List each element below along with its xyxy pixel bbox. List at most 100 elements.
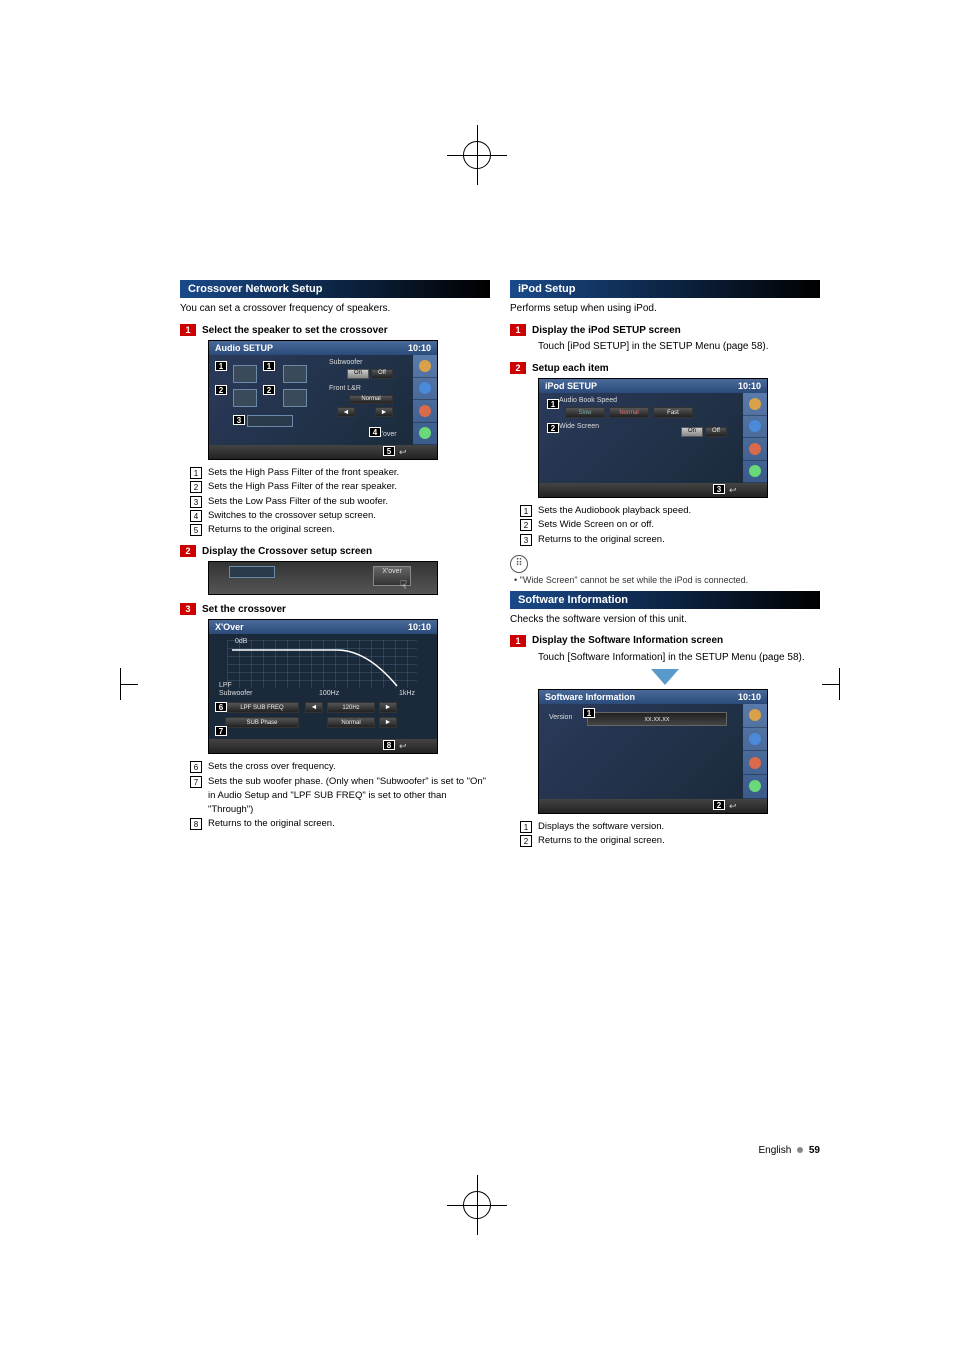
version-label: Version [549,714,572,721]
callout-3: 3 [233,415,245,425]
screenshot-titlebar: X'Over 10:10 [209,620,437,634]
eq-grid [227,640,417,688]
subwoofer-off-button: Off [371,369,393,379]
crossover-legend-1: 1 Sets the High Pass Filter of the front … [190,466,490,537]
screenshot-titlebar: Audio SETUP 10:10 [209,341,437,355]
crop-mark [120,684,138,685]
callout-1b: 1 [263,361,275,371]
page-content: Crossover Network Setup You can set a cr… [180,280,820,856]
front-lr-label: Front L&R [329,385,361,392]
legend-text: Sets Wide Screen on or off. [538,518,654,532]
step-title: Display the Software Information screen [532,635,723,646]
sub-phase-value: Normal [327,717,375,728]
speed-fast: Fast [653,407,693,418]
step-title: Select the speaker to set the crossover [202,325,388,336]
front-normal-value: Normal [349,395,393,404]
grid-1khz: 1kHz [399,690,415,697]
side-icon [413,400,437,423]
step-title: Set the crossover [202,604,286,615]
side-icon [413,378,437,401]
legend-num: 5 [190,524,202,536]
step-title: Display the iPod SETUP screen [532,325,681,336]
software-header: Software Information [510,591,820,609]
return-icon: ↩ [399,447,407,458]
crop-mark [120,668,121,700]
legend-num: 1 [520,821,532,833]
screenshot-time: 10:10 [408,343,431,353]
legend-text: Sets the cross over frequency. [208,760,336,774]
ipod-step-2: 2 Setup each item [510,362,820,374]
side-icon [743,775,767,799]
side-icon [743,393,767,416]
footer-bullet-icon [797,1147,803,1153]
screenshot-time: 10:10 [738,381,761,391]
note-icon: ⠿ [510,555,528,573]
seat-graphic-mini [229,566,275,578]
ipod-step1-body: Touch [iPod SETUP] in the SETUP Menu (pa… [538,340,820,354]
screenshot-title: X'Over [215,622,244,632]
crossover-mini-screenshot: X'over ☟ [208,561,438,595]
lpf-curve [227,640,417,688]
screenshot-time: 10:10 [408,622,431,632]
audio-setup-screenshot: Audio SETUP 10:10 Subwoofer On Off Front… [208,340,438,460]
ipod-intro: Performs setup when using iPod. [510,302,820,316]
software-info-screenshot: Software Information 10:10 Version xx.xx… [538,689,768,814]
speed-normal: Normal [609,407,649,418]
crossover-legend-3: 6Sets the cross over frequency. 7Sets th… [190,760,490,831]
return-icon: ↩ [729,485,737,496]
front-right-arrow: ► [375,407,393,417]
side-icon [743,728,767,752]
widescreen-off: Off [705,427,727,437]
callout-5: 5 [383,446,395,456]
ipod-header: iPod Setup [510,280,820,298]
side-icon [743,751,767,775]
legend-text: Sets the sub woofer phase. (Only when "S… [208,775,490,818]
screenshot-sidebar [413,355,437,445]
page-footer: English 59 [180,1145,820,1156]
legend-num: 1 [190,467,202,479]
callout-7: 7 [215,726,227,736]
screenshot-body: Subwoofer On Off Front L&R Normal ◄ ► X'… [209,355,437,445]
screenshot-footer: 3 ↩ [539,483,767,497]
lpf-label: LPF [219,682,232,689]
crossover-step-2: 2 Display the Crossover setup screen [180,545,490,557]
legend-text: Sets the Audiobook playback speed. [538,504,691,518]
side-icon [743,438,767,461]
ipod-setup-screenshot: iPod SETUP 10:10 Audio Book Speed Slow N… [538,378,768,498]
legend-text: Returns to the original screen. [208,817,335,831]
version-value-box: xx.xx.xx [587,712,727,726]
callout-1: 1 [547,399,559,409]
ipod-legend: 1Sets the Audiobook playback speed. 2Set… [520,504,820,547]
legend-text: Displays the software version. [538,820,664,834]
crossover-intro: You can set a crossover frequency of spe… [180,302,490,316]
step-number: 2 [180,545,196,557]
screenshot-body: 0dB LPF Subwoofer 100Hz 1kHz LPF SUB FRE… [209,634,437,739]
callout-2: 2 [547,423,559,433]
right-column: iPod Setup Performs setup when using iPo… [510,280,820,856]
callout-1: 1 [583,708,595,718]
legend-num: 3 [520,534,532,546]
crop-mark [839,668,840,700]
crossover-header: Crossover Network Setup [180,280,490,298]
legend-num: 3 [190,496,202,508]
screenshot-body: Audio Book Speed Slow Normal Fast Wide S… [539,393,767,483]
grid-0db: 0dB [235,638,247,645]
footer-language: English [759,1145,792,1156]
step-number: 1 [510,324,526,336]
legend-text: Sets the High Pass Filter of the front s… [208,466,399,480]
widescreen-on: On [681,427,703,437]
screenshot-titlebar: iPod SETUP 10:10 [539,379,767,393]
screenshot-titlebar: Software Information 10:10 [539,690,767,704]
ipod-step-1: 1 Display the iPod SETUP screen [510,324,820,336]
callout-4: 4 [369,427,381,437]
screenshot-title: iPod SETUP [545,381,597,391]
screenshot-sidebar [743,704,767,799]
side-icon [413,355,437,378]
legend-text: Returns to the original screen. [208,523,335,537]
legend-num: 2 [520,835,532,847]
crossover-step-3: 3 Set the crossover [180,603,490,615]
subwoofer-on-button: On [347,369,369,379]
legend-text: Switches to the crossover setup screen. [208,509,376,523]
legend-num: 6 [190,761,202,773]
xover-screenshot: X'Over 10:10 0dB LPF Subwoofer 100Hz 1kH… [208,619,438,754]
